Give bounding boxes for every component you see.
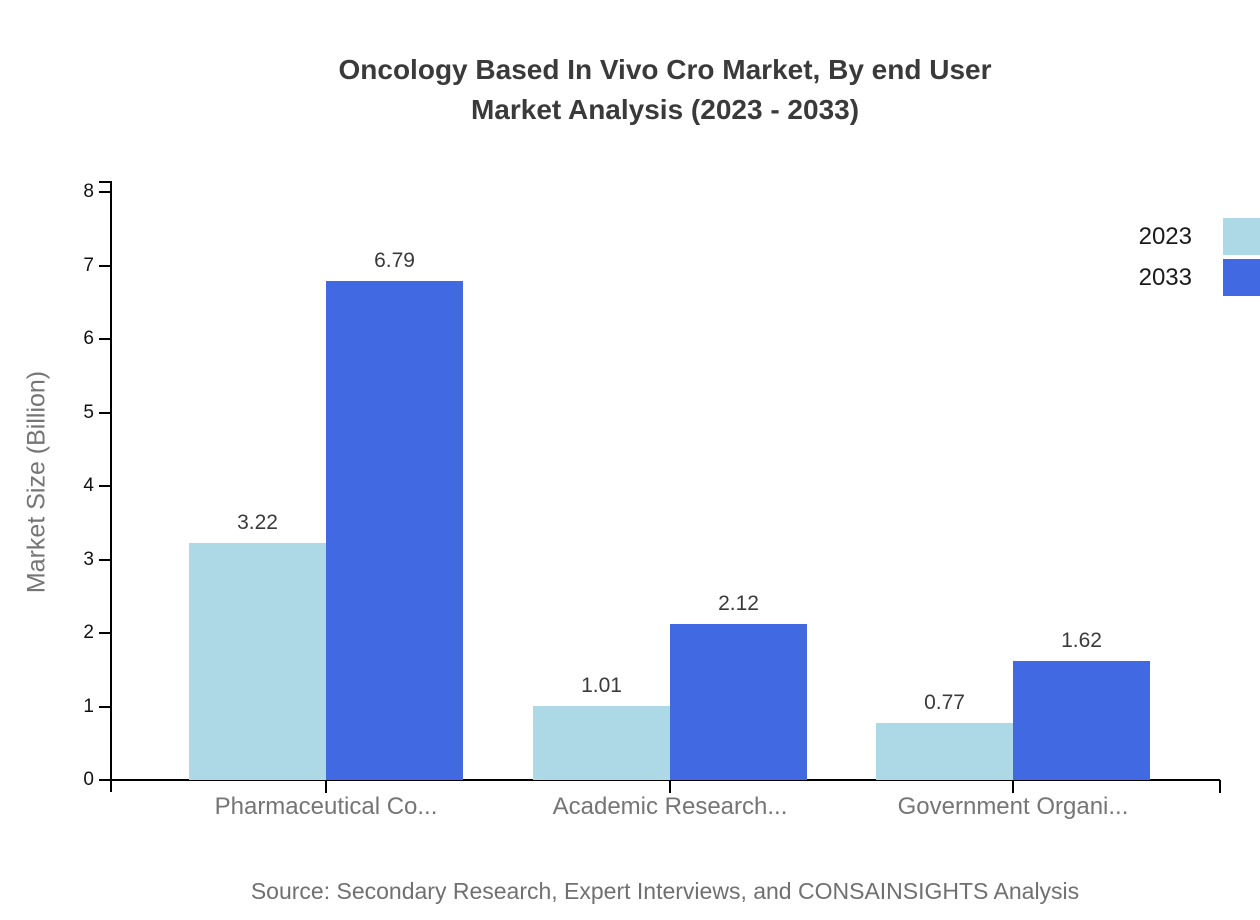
y-tick-mark xyxy=(99,264,110,267)
x-axis-end-tick xyxy=(1219,780,1221,793)
bar-value-label: 1.62 xyxy=(1061,628,1102,652)
bar-2033-3[interactable] xyxy=(1013,660,1150,780)
bar-2023-2[interactable] xyxy=(533,705,670,780)
y-tick-label: 2 xyxy=(83,622,94,643)
x-axis-line xyxy=(110,779,1220,781)
y-tick-mark xyxy=(99,779,110,781)
bar-value-label: 6.79 xyxy=(374,248,415,272)
bar-2023-3[interactable] xyxy=(876,723,1013,780)
bar-2033-1[interactable] xyxy=(326,280,463,780)
y-tick-label: 0 xyxy=(83,769,94,790)
y-tick-label: 7 xyxy=(83,254,94,276)
y-tick-label: 4 xyxy=(83,475,94,496)
y-tick-mark xyxy=(99,338,110,340)
legend-swatch-2023[interactable] xyxy=(1223,218,1260,255)
x-tick-mark xyxy=(325,780,327,793)
bar-value-label: 3.22 xyxy=(237,511,278,535)
x-tick-mark xyxy=(669,780,671,793)
y-tick-mark xyxy=(99,485,110,487)
legend-label-2033[interactable]: 2033 xyxy=(1138,264,1192,291)
bar-value-label: 0.77 xyxy=(924,691,965,715)
chart-title: Oncology Based In Vivo Cro Market, By en… xyxy=(110,50,1220,130)
chart-title-line1: Oncology Based In Vivo Cro Market, By en… xyxy=(338,54,992,85)
y-tick-label: 8 xyxy=(83,181,94,202)
bar-2023-1[interactable] xyxy=(189,543,326,780)
y-tick-mark xyxy=(99,411,110,414)
y-tick-label: 1 xyxy=(83,695,94,717)
x-category-label: Government Organi... xyxy=(897,793,1129,820)
y-tick-mark xyxy=(99,705,110,708)
y-tick-mark xyxy=(99,191,110,193)
bar-value-label: 2.12 xyxy=(718,592,759,616)
x-category-label: Academic Research... xyxy=(552,793,788,820)
y-tick-label: 3 xyxy=(83,548,94,570)
y-tick-label: 6 xyxy=(83,328,94,349)
y-tick-mark xyxy=(99,632,110,634)
x-tick-mark xyxy=(1012,780,1014,793)
y-tick-mark xyxy=(99,558,110,561)
x-category-label: Pharmaceutical Co... xyxy=(214,793,438,820)
legend-label-2023[interactable]: 2023 xyxy=(1138,223,1192,250)
legend-swatch-2033[interactable] xyxy=(1223,259,1260,296)
source-note: Source: Secondary Research, Expert Inter… xyxy=(250,878,1080,904)
bar-2033-2[interactable] xyxy=(670,624,807,780)
y-axis-line xyxy=(110,181,112,792)
y-tick-label: 5 xyxy=(83,401,94,423)
chart-title-line2: Market Analysis (2023 - 2033) xyxy=(470,94,860,125)
y-axis-endcap xyxy=(99,181,110,183)
bar-value-label: 1.01 xyxy=(581,673,622,697)
